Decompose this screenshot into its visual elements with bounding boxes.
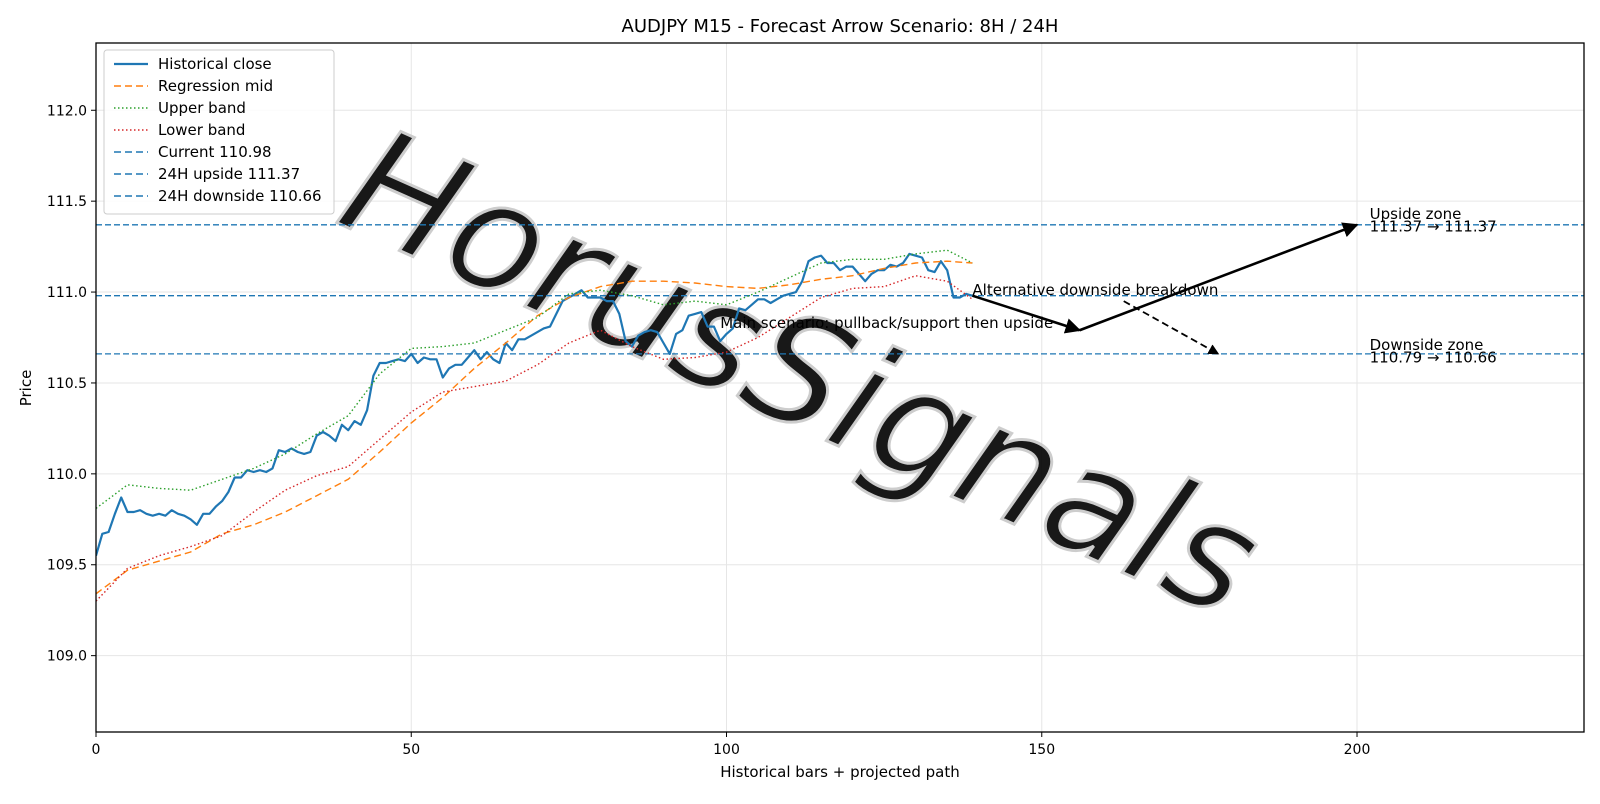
x-tick-label: 150	[1028, 742, 1055, 758]
x-tick-label: 50	[402, 742, 420, 758]
x-tick-label: 200	[1344, 742, 1371, 758]
y-tick-label: 110.5	[47, 376, 87, 392]
chart-title: AUDJPY M15 - Forecast Arrow Scenario: 8H…	[622, 16, 1059, 37]
x-axis-ticks: 0 50 100 150 200	[92, 732, 1371, 758]
upside-zone-range: 111.37 → 111.37	[1370, 218, 1497, 236]
x-tick-label: 100	[713, 742, 740, 758]
arrow-main-leg-2	[1079, 222, 1359, 332]
upside-zone-title: Upside zone	[1370, 205, 1462, 223]
y-tick-label: 111.0	[47, 285, 87, 301]
legend-label: 24H upside 111.37	[158, 165, 300, 183]
legend: Historical close Regression mid Upper band…	[103, 49, 335, 215]
watermark: HorusSignals	[317, 93, 1285, 653]
y-axis-ticks: 109.0 109.5 110.0 110.5 111.0 111.5 112.0	[47, 103, 96, 665]
arrow-main-leg-1	[972, 294, 1082, 334]
scenario-arrows	[972, 222, 1359, 355]
y-tick-label: 110.0	[47, 467, 87, 483]
arrow-alternative	[1123, 300, 1220, 355]
legend-label: Historical close	[158, 55, 272, 73]
watermark-text: HorusSignals	[318, 95, 1283, 652]
y-tick-label: 109.5	[47, 558, 87, 574]
legend-label: Current 110.98	[158, 143, 272, 161]
y-tick-label: 109.0	[47, 649, 87, 665]
level-lines	[96, 224, 1584, 355]
alternative-label: Alternative downside breakdown	[972, 281, 1218, 299]
y-tick-label: 112.0	[47, 103, 87, 119]
legend-label: Regression mid	[158, 77, 273, 95]
downside-zone-title: Downside zone	[1370, 336, 1484, 354]
legend-label: 24H downside 110.66	[158, 187, 322, 205]
grid	[95, 43, 1584, 732]
series-lines	[96, 249, 973, 602]
series-line	[96, 260, 973, 595]
series-line	[96, 252, 973, 557]
legend-box	[103, 49, 335, 215]
y-axis-label: Price	[17, 370, 35, 407]
downside-zone-range: 110.79 → 110.66	[1370, 349, 1497, 367]
series-line	[96, 275, 973, 602]
legend-label: Upper band	[158, 99, 246, 117]
x-tick-label: 0	[92, 742, 101, 758]
x-axis-label: Historical bars + projected path	[720, 763, 960, 781]
legend-label: Lower band	[158, 121, 245, 139]
main-scenario-label: Main scenario: pullback/support then ups…	[720, 314, 1053, 332]
y-tick-label: 111.5	[47, 194, 87, 210]
annotations: Main scenario: pullback/support then ups…	[720, 205, 1497, 367]
plot-frame	[95, 42, 1585, 733]
